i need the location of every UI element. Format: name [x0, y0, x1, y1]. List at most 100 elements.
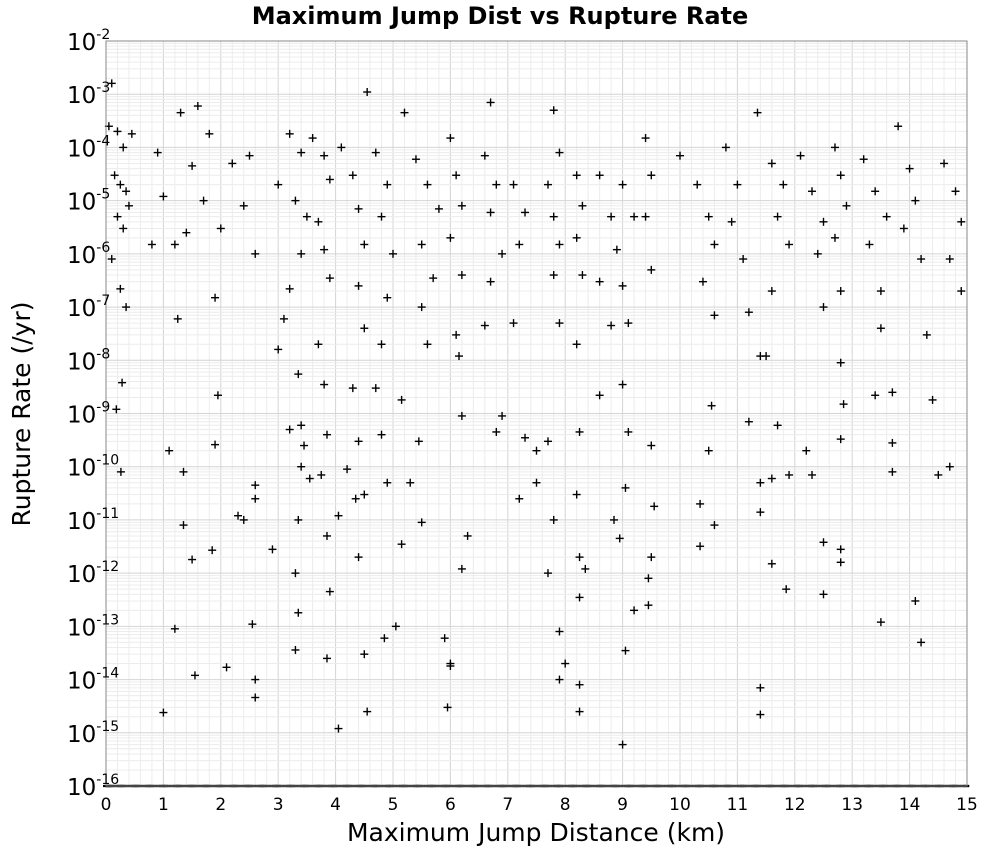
- data-point: [888, 438, 897, 447]
- data-point: [170, 624, 179, 633]
- x-tick-label: 4: [330, 795, 341, 815]
- data-point: [457, 564, 466, 573]
- data-point: [839, 400, 848, 409]
- data-point: [153, 148, 162, 157]
- data-point: [351, 494, 360, 503]
- data-point: [205, 129, 214, 138]
- data-point: [343, 465, 352, 474]
- data-point: [322, 531, 331, 540]
- data-point: [116, 180, 125, 189]
- data-point: [317, 470, 326, 479]
- data-point: [650, 502, 659, 511]
- y-tick-label: 10-6: [67, 240, 110, 269]
- data-point: [704, 446, 713, 455]
- y-tick-label: 10-11: [67, 506, 119, 535]
- data-point: [457, 411, 466, 420]
- data-point: [107, 79, 116, 88]
- data-point: [268, 545, 277, 554]
- data-point: [549, 212, 558, 221]
- data-point: [957, 217, 966, 226]
- data-point: [222, 663, 231, 672]
- data-point: [400, 108, 409, 117]
- data-point: [391, 622, 400, 631]
- data-point: [211, 293, 220, 302]
- data-point: [641, 134, 650, 143]
- plot-area-frame: [105, 40, 968, 787]
- data-point: [423, 340, 432, 349]
- x-tick-label: 2: [215, 795, 226, 815]
- data-point: [911, 596, 920, 605]
- data-point: [354, 437, 363, 446]
- data-point: [480, 321, 489, 330]
- data-point: [354, 281, 363, 290]
- data-point: [796, 151, 805, 160]
- data-point: [110, 171, 119, 180]
- data-point: [704, 212, 713, 221]
- data-point: [521, 433, 530, 442]
- data-point: [107, 255, 116, 264]
- data-point: [360, 240, 369, 249]
- data-point: [624, 319, 633, 328]
- data-point: [830, 233, 839, 242]
- data-point: [767, 474, 776, 483]
- data-point: [113, 212, 122, 221]
- data-point: [621, 483, 630, 492]
- data-point: [555, 319, 564, 328]
- data-point: [515, 240, 524, 249]
- data-point: [911, 196, 920, 205]
- data-point: [555, 675, 564, 684]
- data-point: [211, 440, 220, 449]
- data-point: [297, 148, 306, 157]
- data-point: [744, 308, 753, 317]
- data-point: [377, 430, 386, 439]
- x-tick-label: 1: [158, 795, 169, 815]
- data-point: [199, 196, 208, 205]
- data-point: [647, 441, 656, 450]
- data-point: [406, 478, 415, 487]
- data-point: [228, 159, 237, 168]
- data-point: [305, 474, 314, 483]
- data-point: [945, 462, 954, 471]
- data-point: [285, 284, 294, 293]
- data-point: [112, 405, 121, 414]
- data-point: [647, 265, 656, 274]
- data-point: [397, 395, 406, 404]
- data-point: [251, 481, 260, 490]
- data-point: [922, 330, 931, 339]
- data-point: [710, 311, 719, 320]
- data-point: [773, 421, 782, 430]
- data-point: [762, 352, 771, 361]
- data-point: [492, 180, 501, 189]
- data-point: [446, 659, 455, 668]
- data-point: [607, 212, 616, 221]
- data-point: [443, 703, 452, 712]
- x-tick-label: 13: [841, 795, 863, 815]
- x-tick-label: 0: [101, 795, 112, 815]
- data-point: [159, 708, 168, 717]
- data-point: [170, 240, 179, 249]
- data-point: [785, 240, 794, 249]
- data-point: [188, 161, 197, 170]
- data-point: [779, 180, 788, 189]
- data-point: [314, 340, 323, 349]
- y-tick-label: 10-5: [67, 187, 110, 216]
- data-point: [380, 634, 389, 643]
- data-point: [251, 249, 260, 258]
- data-point: [285, 425, 294, 434]
- data-point: [314, 217, 323, 226]
- data-point: [363, 88, 372, 97]
- data-point: [325, 587, 334, 596]
- data-point: [917, 638, 926, 647]
- y-tick-label: 10-2: [67, 27, 110, 56]
- data-point: [414, 437, 423, 446]
- data-point: [322, 654, 331, 663]
- data-point: [830, 143, 839, 152]
- data-point: [572, 340, 581, 349]
- data-point: [274, 345, 283, 354]
- y-tick-label: 10-10: [67, 453, 119, 482]
- data-point: [371, 148, 380, 157]
- data-point: [767, 287, 776, 296]
- data-point: [389, 249, 397, 258]
- x-tick-label: 5: [388, 795, 399, 815]
- data-point: [644, 601, 653, 610]
